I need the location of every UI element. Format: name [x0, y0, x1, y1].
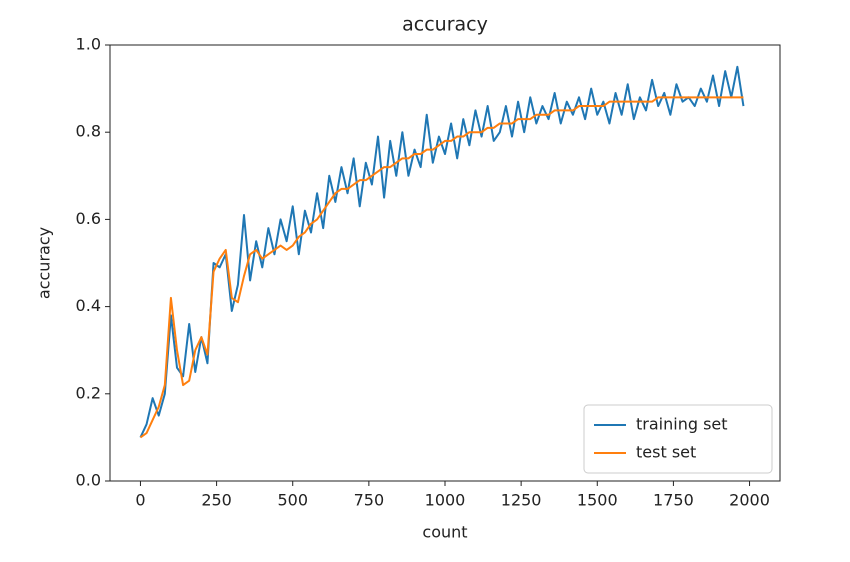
chart-title: accuracy	[402, 14, 488, 36]
y-tick-label: 0.2	[76, 383, 101, 402]
plot-frame	[109, 44, 781, 482]
y-tick-label: 0.6	[76, 209, 101, 228]
y-tick-label: 0.0	[76, 471, 101, 490]
legend-box	[583, 404, 773, 474]
data-line	[139, 96, 744, 439]
y-tick-label: 1.0	[76, 35, 101, 54]
x-tick-label: 1750	[653, 491, 694, 510]
legend-label: test set	[636, 443, 696, 462]
x-tick-label: 500	[277, 491, 308, 510]
x-axis-label: count	[422, 523, 467, 542]
y-tick-label: 0.8	[76, 122, 101, 141]
x-tick-label: 0	[135, 491, 145, 510]
x-tick-label: 2000	[729, 491, 770, 510]
x-tick-label: 750	[354, 491, 385, 510]
y-axis-label: accuracy	[35, 227, 54, 299]
x-tick-label: 1500	[577, 491, 618, 510]
data-line	[139, 65, 745, 438]
x-tick-label: 1250	[501, 491, 542, 510]
y-tick-label: 0.4	[76, 296, 101, 315]
x-tick-label: 1000	[425, 491, 466, 510]
x-tick-label: 250	[201, 491, 232, 510]
legend-label: training set	[636, 415, 728, 434]
